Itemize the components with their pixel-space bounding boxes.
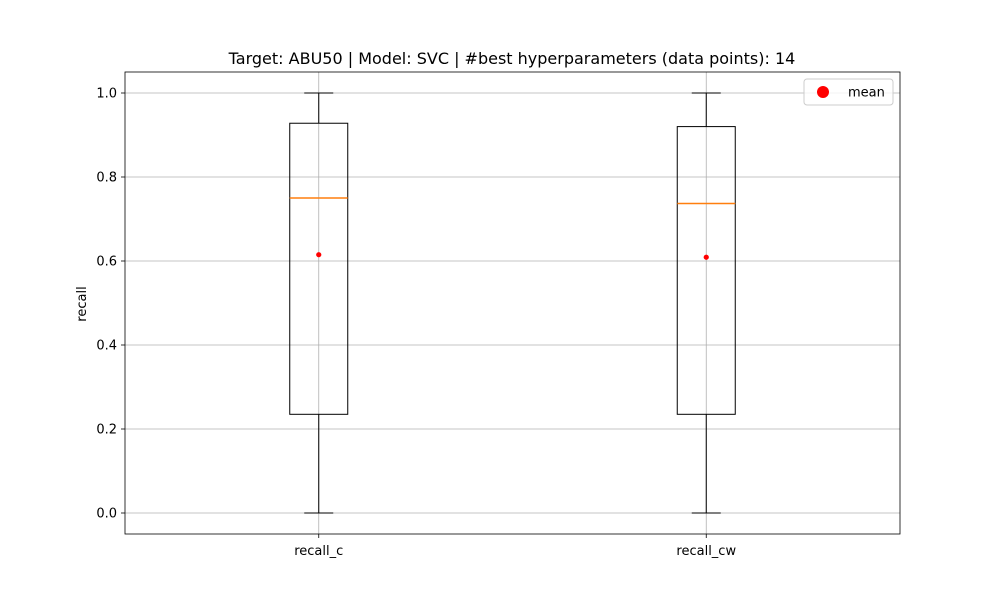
iqr-box <box>676 126 736 415</box>
iqr-box <box>289 122 349 415</box>
legend-label: mean <box>848 86 885 101</box>
mean-marker <box>703 254 709 260</box>
axes-layer: 0.0 0.2 0.4 0.6 0.8 1.0 recall_c recall_cw <box>96 71 901 559</box>
y-tick-label: 0.4 <box>96 339 117 354</box>
y-tick-label: 1.0 <box>96 87 117 102</box>
legend-marker-icon <box>817 86 829 98</box>
chart-title: Target: ABU50 | Model: SVC | #best hyper… <box>228 49 796 68</box>
box-recall_c <box>289 92 349 514</box>
x-tick-label: recall_cw <box>676 544 736 559</box>
box-recall_cw <box>676 92 736 514</box>
grid-lines <box>125 72 900 534</box>
legend: mean <box>803 78 894 106</box>
boxes-layer <box>289 92 736 514</box>
y-tick-label: 0.0 <box>96 507 117 522</box>
legend-box <box>803 78 894 106</box>
y-tick-label: 0.8 <box>96 171 117 186</box>
y-axis-label: recall <box>75 286 90 321</box>
mean-marker <box>316 252 322 258</box>
y-tick-label: 0.2 <box>96 423 117 438</box>
y-tick-label: 0.6 <box>96 255 117 270</box>
plot-frame <box>124 71 901 535</box>
x-tick-label: recall_c <box>294 544 343 559</box>
